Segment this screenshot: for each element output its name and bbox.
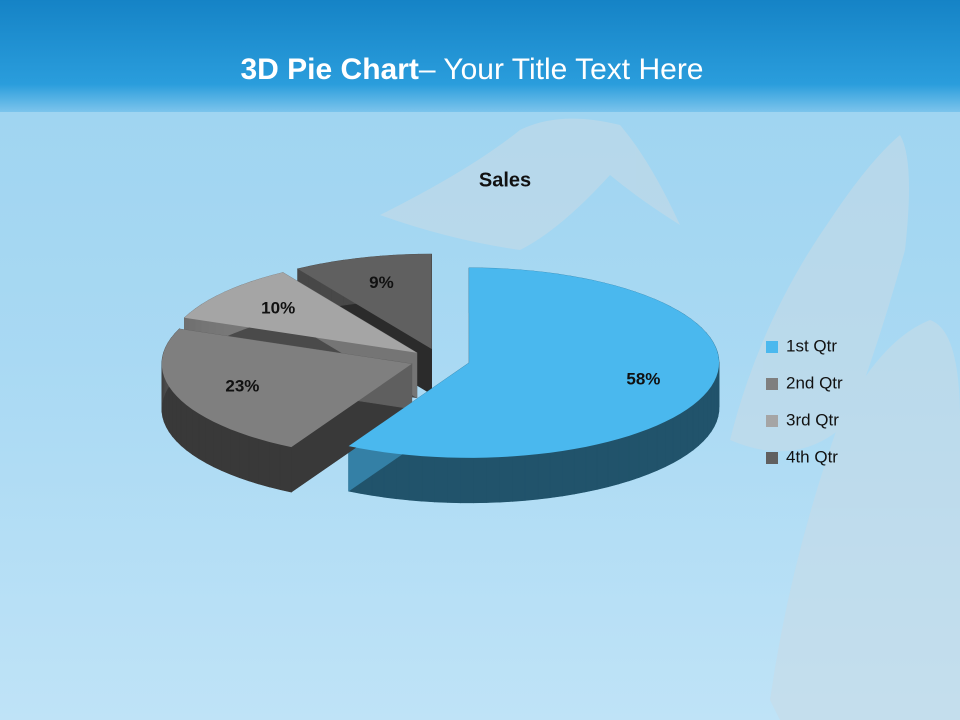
slice-wall <box>408 454 423 502</box>
legend-label: 3rd Qtr <box>786 410 839 429</box>
legend-label: 2nd Qtr <box>786 373 843 392</box>
slice-wall <box>713 376 717 427</box>
slice-wall <box>512 455 526 502</box>
slice-wall <box>460 457 474 504</box>
slice-wall <box>447 457 461 504</box>
legend-label: 4th Qtr <box>786 447 838 466</box>
data-label: 58% <box>626 369 660 388</box>
data-label: 10% <box>261 299 295 318</box>
legend-swatch <box>766 378 778 390</box>
slice-wall <box>680 408 688 460</box>
legend-swatch <box>766 415 778 427</box>
slice-wall <box>703 390 708 442</box>
slice-wall <box>434 456 448 503</box>
slice-wall <box>573 446 587 495</box>
slice-wall <box>396 453 410 501</box>
slice-wall <box>672 413 681 464</box>
slice-wall <box>192 408 200 460</box>
slice <box>161 328 412 448</box>
slice-wall <box>180 399 187 451</box>
slice-wall <box>499 456 513 503</box>
data-labels: 58% 23% 10% 9% <box>225 273 660 396</box>
slice-wall <box>585 444 598 493</box>
legend: 1st Qtr 2nd Qtr 3rd Qtr 4th Qtr <box>766 336 843 466</box>
slice-wall <box>486 456 500 503</box>
slice <box>348 267 720 458</box>
slice-wall <box>213 421 222 472</box>
slice-wall <box>269 441 281 491</box>
slice-wall <box>665 417 674 468</box>
slice-wall <box>638 428 649 478</box>
slice-wall <box>707 385 712 438</box>
slide-title-rest: – Your Title Text Here <box>419 53 704 86</box>
slice-wall <box>647 425 658 475</box>
slice-wall <box>248 435 260 485</box>
data-label: 23% <box>225 377 259 396</box>
slice <box>184 272 417 353</box>
slice-wall <box>692 399 699 451</box>
slice-wall <box>656 421 666 471</box>
legend-swatch <box>766 341 778 353</box>
slice-wall <box>537 452 551 500</box>
data-label: 9% <box>369 273 394 292</box>
slice-wall <box>473 457 487 504</box>
slide-title-bold: 3D Pie Chart <box>240 53 418 86</box>
slice-wall <box>258 438 270 488</box>
slice-wall <box>198 413 207 464</box>
pie-tops <box>161 254 720 458</box>
dolphins <box>380 118 960 720</box>
slice-wall <box>279 444 292 493</box>
slice-wall <box>596 441 609 490</box>
slice-wall <box>168 385 173 438</box>
slice-wall <box>186 404 193 456</box>
slice-wall <box>421 455 435 503</box>
slice-wall <box>607 438 620 488</box>
slice-wall <box>230 428 240 479</box>
legend-label: 1st Qtr <box>786 336 837 355</box>
chart-title: Sales <box>479 169 531 191</box>
slice-wall <box>562 448 575 497</box>
slice-wall <box>524 453 539 501</box>
header-band <box>0 0 960 112</box>
slice <box>297 254 432 350</box>
legend-swatch <box>766 452 778 464</box>
slice-wall <box>549 450 563 499</box>
slice-wall <box>221 425 231 475</box>
slide-title: 3D Pie Chart– Your Title Text Here <box>240 53 703 86</box>
slice-wall <box>205 417 214 468</box>
slice-wall <box>698 395 704 447</box>
slice-wall <box>172 390 177 442</box>
slice-wall <box>710 380 715 433</box>
slice-wall <box>628 432 640 482</box>
slice-wall <box>176 395 182 447</box>
slice-wall <box>686 404 694 455</box>
slice-wall <box>239 432 250 482</box>
slice-wall <box>618 435 630 485</box>
